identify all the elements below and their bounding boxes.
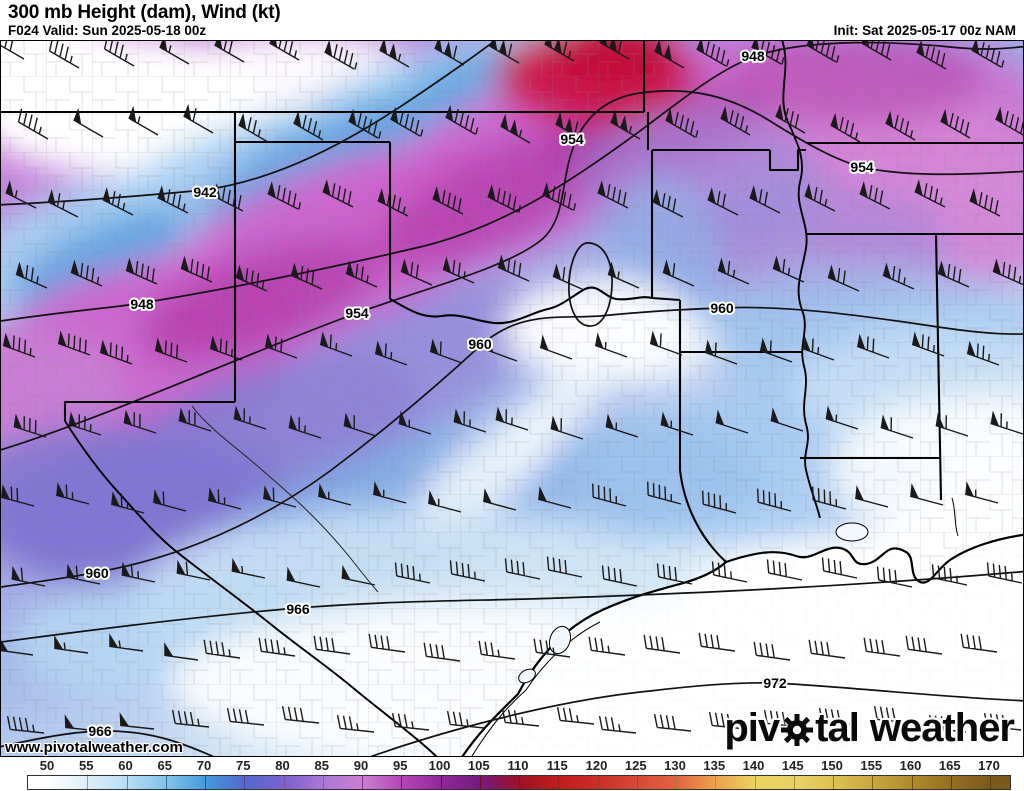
colorbar-segment: [362, 776, 402, 789]
contour-label-948: 948: [741, 48, 765, 64]
colorbar-tick-label: 70: [196, 758, 212, 773]
logo-text-tal: tal: [815, 706, 860, 750]
colorbar-cap-left: [28, 776, 48, 789]
pivotal-weather-logo: piv tal weather: [724, 706, 1015, 751]
contour-label-942: 942: [193, 184, 217, 200]
height-contours: [0, 40, 1024, 757]
colorbar-tick-label: 80: [275, 758, 290, 773]
logo-text-weather: weather: [869, 706, 1015, 750]
colorbar-tick-label: 155: [860, 758, 883, 773]
colorbar-tick-label: 165: [938, 758, 961, 773]
chart-title: 300 mb Height (dam), Wind (kt): [8, 2, 281, 23]
contour-label-960: 960: [85, 565, 109, 581]
contour-label-954: 954: [345, 305, 369, 321]
contour-labels: 942 948 948 954 954 954 960 960 960 966 966 972: [83, 46, 876, 741]
colorbar-tick-label: 150: [821, 758, 843, 773]
colorbar-segment: [440, 776, 480, 789]
watermark: www.pivotalweather.com: [5, 739, 183, 756]
contour-label-954: 954: [850, 159, 874, 175]
contour-label-966: 966: [286, 601, 310, 617]
colorbar-tick-label: 65: [157, 758, 172, 773]
colorbar-segment: [87, 776, 127, 789]
height-contour-966: [0, 570, 1024, 644]
height-contour-960: [0, 306, 1024, 589]
colorbar-tick-label: 95: [393, 758, 408, 773]
colorbar-segment: [793, 776, 833, 789]
colorbar-tick-label: 90: [353, 758, 369, 773]
colorbar-gradient: [27, 775, 1011, 790]
colorbar-cap-right: [990, 776, 1010, 789]
wind-barbs: [0, 40, 1024, 734]
colorbar-tick-label: 145: [781, 758, 804, 773]
colorbar-segment: [48, 776, 88, 789]
colorbar-segment: [283, 776, 323, 789]
gear-icon: [781, 713, 814, 746]
colorbar-tick-label: 135: [703, 758, 726, 773]
colorbar-tick-label: 55: [79, 758, 94, 773]
map-canvas: 942 948 948 954 954 954 960 960 960 966 966 972: [0, 40, 1024, 757]
gulf-of-mexico: [460, 534, 1024, 757]
colorbar-tick-label: 110: [507, 758, 529, 773]
logo-text-piv: piv: [724, 706, 780, 750]
colorbar-segment: [715, 776, 755, 789]
weather-map: 942 948 948 954 954 954 960 960 960 966 966 972 www…: [0, 40, 1024, 757]
galveston-bay: [548, 625, 572, 655]
colorbar-tick-label: 50: [39, 758, 55, 773]
contour-label-954: 954: [560, 131, 584, 147]
colorbar-tick-label: 120: [585, 758, 608, 773]
colorbar-segment: [401, 776, 441, 789]
height-contour-966: [0, 730, 217, 757]
state-borders: [0, 40, 1024, 757]
colorbar-segment: [950, 776, 990, 789]
colorbar-segment: [872, 776, 912, 789]
wind-speed-colorbar: 50 55 60 65 70 75 80 85 90 95 100 105 110 115 120 125 13…: [0, 757, 1024, 791]
height-contour-972: [367, 681, 1024, 757]
colorbar-segment: [636, 776, 676, 789]
valid-time-label: F024 Valid: Sun 2025-05-18 00z: [8, 23, 207, 38]
contour-label-966: 966: [88, 723, 112, 739]
colorbar-tick-label: 130: [664, 758, 686, 773]
colorbar-segment: [597, 776, 637, 789]
colorbar-segment: [479, 776, 519, 789]
init-time-label: Init: Sat 2025-05-17 00z NAM: [833, 23, 1016, 38]
contour-label-960: 960: [710, 300, 734, 316]
colorbar-segment: [558, 776, 598, 789]
colorbar-segment: [205, 776, 245, 789]
chart-header: 300 mb Height (dam), Wind (kt) F024 Vali…: [0, 0, 1024, 40]
colorbar-tick-label: 160: [899, 758, 922, 773]
colorbar-tick-label: 170: [978, 758, 1000, 773]
colorbar-segment: [126, 776, 166, 789]
colorbar-segment: [322, 776, 362, 789]
colorbar-tick-label: 115: [546, 758, 568, 773]
colorbar-tick-label: 140: [742, 758, 765, 773]
colorbar-segment: [754, 776, 794, 789]
height-contour-954: [0, 90, 1024, 452]
height-contour-948: [0, 41, 1024, 322]
rivers: [64, 40, 821, 757]
colorbar-tick-label: 100: [428, 758, 451, 773]
colorbar-segment: [244, 776, 284, 789]
matagorda-bay: [518, 668, 536, 684]
colorbar-segment: [165, 776, 205, 789]
colorbar-segment: [676, 776, 716, 789]
colorbar-tick-label: 75: [236, 758, 251, 773]
colorbar-segment: [833, 776, 873, 789]
lake-pontchartrain: [835, 522, 869, 542]
colorbar-tick-label: 60: [118, 758, 133, 773]
colorbar-tick-label: 85: [314, 758, 329, 773]
colorbar-tick-label: 105: [467, 758, 490, 773]
contour-label-972: 972: [763, 675, 787, 691]
colorbar-segment: [911, 776, 951, 789]
contour-label-948: 948: [130, 296, 154, 312]
colorbar-segment: [519, 776, 559, 789]
colorbar-tick-label: 125: [624, 758, 647, 773]
contour-label-960: 960: [468, 336, 492, 352]
